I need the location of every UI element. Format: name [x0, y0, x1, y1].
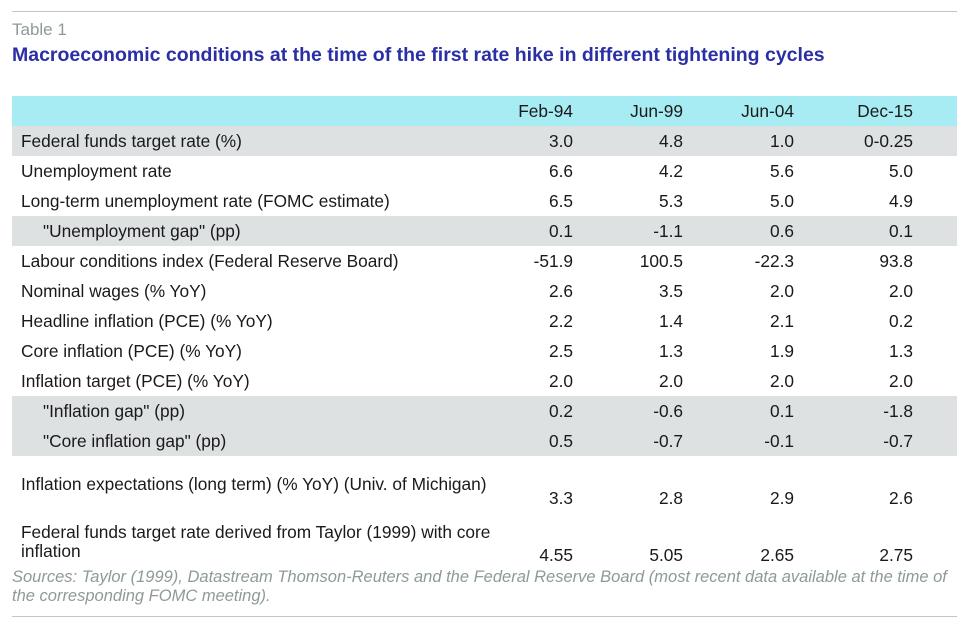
- table-row: Federal funds target rate derived from T…: [12, 513, 957, 570]
- table-cell: 0-0.25: [838, 126, 957, 156]
- row-label: Federal funds target rate (%): [12, 126, 497, 156]
- table-cell: -0.1: [727, 426, 838, 456]
- sources-note: Sources: Taylor (1999), Datastream Thoms…: [12, 568, 947, 605]
- table-cell: 100.5: [639, 250, 683, 271]
- table-cell: 2.6: [548, 280, 573, 301]
- table-cell: 3.5: [658, 280, 683, 301]
- table-cell: 3.3: [548, 488, 573, 508]
- row-label: Inflation expectations (long term) (% Yo…: [21, 474, 487, 494]
- table-row: Long-term unemployment rate (FOMC estima…: [12, 186, 957, 216]
- row-label: Long-term unemployment rate (FOMC estima…: [21, 190, 390, 211]
- row-label: Nominal wages (% YoY): [21, 280, 207, 301]
- table-cell: 0.2: [497, 396, 609, 426]
- table-cell: 6.5: [548, 190, 573, 211]
- table-cell: 3.0: [497, 126, 609, 156]
- table-cell: 6.6: [548, 160, 573, 181]
- row-label: Unemployment rate: [21, 160, 172, 181]
- table-cell: 0.2: [888, 310, 913, 331]
- table-cell: 0.6: [727, 216, 838, 246]
- table-cell: 5.05: [649, 545, 683, 565]
- top-rule: [12, 11, 957, 12]
- table-cell: 4.9: [888, 190, 913, 211]
- table-cell: 0.1: [497, 216, 609, 246]
- table-cell: 2.9: [769, 488, 794, 508]
- table-cell: 0.1: [727, 396, 838, 426]
- table-cell: -0.7: [838, 426, 957, 456]
- table-cell: 2.6: [888, 488, 913, 508]
- row-label: "Core inflation gap" (pp): [12, 426, 497, 456]
- table-cell: 2.0: [769, 370, 794, 391]
- table-cell: 4.2: [658, 160, 683, 181]
- table-cell: 0.5: [497, 426, 609, 456]
- table-cell: 5.6: [769, 160, 794, 181]
- table-cell: 1.3: [658, 340, 683, 361]
- table-cell: 2.1: [769, 310, 794, 331]
- table-cell: 5.0: [769, 190, 794, 211]
- table-cell: 2.5: [548, 340, 573, 361]
- header-blank-cell: [12, 96, 497, 126]
- table-cell: 2.75: [879, 545, 913, 565]
- table-cell: 2.2: [548, 310, 573, 331]
- column-header: Jun-99: [609, 96, 727, 126]
- row-label: Inflation target (PCE) (% YoY): [21, 370, 250, 391]
- table-cell: 4.55: [539, 545, 573, 565]
- column-header: Feb-94: [497, 96, 609, 126]
- table-cell: 2.0: [548, 370, 573, 391]
- table-row: Labour conditions index (Federal Reserve…: [12, 246, 957, 276]
- table-cell: 5.0: [888, 160, 913, 181]
- row-label: Headline inflation (PCE) (% YoY): [21, 310, 273, 331]
- table-cell: 2.0: [658, 370, 683, 391]
- table-cell: -1.8: [838, 396, 957, 426]
- table-row: Inflation target (PCE) (% YoY) 2.0 2.0 2…: [12, 366, 957, 396]
- table-cell: 1.3: [888, 340, 913, 361]
- column-header: Jun-04: [727, 96, 838, 126]
- table-cell: 93.8: [879, 250, 913, 271]
- table-row: Federal funds target rate (%) 3.0 4.8 1.…: [12, 126, 957, 156]
- table-row: "Inflation gap" (pp) 0.2 -0.6 0.1 -1.8: [12, 396, 957, 426]
- table-row: "Unemployment gap" (pp) 0.1 -1.1 0.6 0.1: [12, 216, 957, 246]
- table-title: Macroeconomic conditions at the time of …: [12, 44, 825, 66]
- table-cell: 2.0: [888, 280, 913, 301]
- row-label: Core inflation (PCE) (% YoY): [21, 340, 242, 361]
- table-cell: 0.1: [838, 216, 957, 246]
- row-label: "Unemployment gap" (pp): [12, 216, 497, 246]
- table-cell: -51.9: [533, 250, 573, 271]
- table-row: Inflation expectations (long term) (% Yo…: [12, 456, 957, 513]
- table-row: Core inflation (PCE) (% YoY) 2.5 1.3 1.9…: [12, 336, 957, 366]
- table-row: "Core inflation gap" (pp) 0.5 -0.7 -0.1 …: [12, 426, 957, 456]
- column-header: Dec-15: [838, 96, 957, 126]
- table-cell: 5.3: [658, 190, 683, 211]
- table-row: Headline inflation (PCE) (% YoY) 2.2 1.4…: [12, 306, 957, 336]
- row-label: Labour conditions index (Federal Reserve…: [21, 250, 399, 271]
- table-cell: -0.6: [609, 396, 727, 426]
- row-label: Federal funds target rate derived from T…: [21, 521, 491, 561]
- table-cell: 2.8: [658, 488, 683, 508]
- data-table: Feb-94 Jun-99 Jun-04 Dec-15 Federal fund…: [12, 96, 957, 570]
- table-cell: -0.7: [609, 426, 727, 456]
- table-cell: 1.0: [727, 126, 838, 156]
- table-row: Nominal wages (% YoY) 2.6 3.5 2.0 2.0: [12, 276, 957, 306]
- table-cell: -1.1: [609, 216, 727, 246]
- bottom-rule: [12, 616, 957, 617]
- table-cell: 4.8: [609, 126, 727, 156]
- table-cell: 2.0: [888, 370, 913, 391]
- header-row: Feb-94 Jun-99 Jun-04 Dec-15: [12, 96, 957, 126]
- table-cell: -22.3: [754, 250, 794, 271]
- table-cell: 2.65: [760, 545, 794, 565]
- table-label: Table 1: [12, 20, 67, 39]
- table-cell: 1.4: [658, 310, 683, 331]
- table-row: Unemployment rate 6.6 4.2 5.6 5.0: [12, 156, 957, 186]
- table-cell: 1.9: [769, 340, 794, 361]
- table-cell: 2.0: [769, 280, 794, 301]
- row-label: "Inflation gap" (pp): [12, 396, 497, 426]
